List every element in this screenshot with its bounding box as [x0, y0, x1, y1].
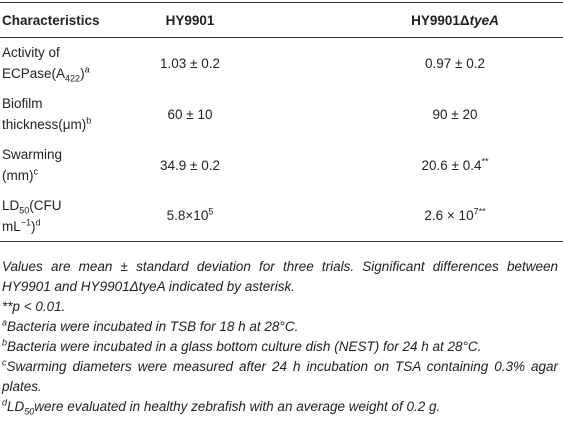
- text: Swarming: [2, 147, 63, 162]
- superscript: −1: [20, 217, 32, 228]
- footnote: aBacteria were incubated in TSB for 18 h…: [2, 317, 558, 337]
- superscript: a: [84, 64, 90, 75]
- subscript: 50: [24, 406, 35, 417]
- subscript: 50: [19, 205, 30, 216]
- cell-line: 1.03 ± 0.2: [117, 53, 263, 74]
- table-body: Activity of ECPase(A422)a 1.03 ± 0.2 0.97 ±…: [0, 38, 563, 242]
- cell-line: 90 ± 20: [349, 104, 561, 125]
- footnotes: Values are mean ± standard deviation for…: [2, 257, 558, 417]
- table-cell: Characteristics: [0, 3, 115, 38]
- superscript: 5: [208, 206, 214, 217]
- text: (CFU: [29, 197, 62, 213]
- table-cell: LD50(CFU mL−1)d: [0, 191, 115, 242]
- italic-text: tyeA: [469, 12, 499, 28]
- table-cell: 2.6 × 107**: [265, 191, 563, 242]
- table-cell: Swarming (mm)c: [0, 140, 115, 191]
- text: were evaluated in healthy zebrafish with…: [34, 399, 441, 414]
- subscript: 422: [65, 73, 81, 84]
- text: (mm): [2, 168, 34, 183]
- cell-line: ECPase(A422)a: [2, 63, 113, 84]
- text: LD: [2, 197, 20, 213]
- text: mL: [2, 218, 21, 234]
- text: **p < 0.01.: [2, 299, 66, 314]
- header-row: Characteristics HY9901 HY9901ΔtyeA: [0, 2, 563, 38]
- text: Values are mean ± standard deviation for…: [2, 259, 558, 294]
- cell-line: Biofilm: [2, 93, 113, 114]
- cell-line: Activity of: [2, 42, 113, 63]
- text: 5.8×10: [166, 208, 209, 224]
- table-cell: 34.9 ± 0.2: [115, 140, 265, 191]
- text: Bacteria were incubated in TSB for 18 h …: [7, 319, 299, 334]
- footnote: **p < 0.01.: [2, 297, 558, 317]
- footnote: Values are mean ± standard deviation for…: [2, 257, 558, 297]
- cell-line: LD50(CFU: [2, 195, 113, 216]
- text: 1.03 ± 0.2: [160, 55, 220, 71]
- text: ECPase(A: [2, 66, 66, 82]
- text: 0.97 ± 0.2: [425, 55, 485, 71]
- text: Swarming diameters were measured after 2…: [2, 359, 558, 394]
- superscript: 7**: [473, 206, 486, 217]
- footnote: dLD50were evaluated in healthy zebrafish…: [2, 397, 558, 417]
- table-cell: 1.03 ± 0.2: [115, 38, 265, 89]
- superscript: d: [2, 397, 8, 408]
- table-cell: 5.8×105: [115, 191, 265, 242]
- footnote: bBacteria were incubated in a glass bott…: [2, 337, 558, 357]
- table-row: LD50(CFU mL−1)d 5.8×105 2.6 × 107**: [0, 191, 563, 242]
- cell-line: Swarming: [2, 144, 113, 165]
- superscript: b: [86, 115, 92, 126]
- text: ): [31, 218, 36, 234]
- text: 2.6 × 10: [424, 208, 474, 224]
- cell-line: 2.6 × 107**: [349, 205, 561, 226]
- text: Biofilm: [2, 96, 43, 111]
- table-cell: Biofilm thickness(μm)b: [0, 89, 115, 140]
- text: LD: [7, 399, 25, 414]
- table-row: Swarming (mm)c 34.9 ± 0.2 20.6 ± 0.4**: [0, 140, 563, 191]
- data-table: Characteristics HY9901 HY9901ΔtyeA Activit…: [0, 2, 563, 242]
- table-cell: Activity of ECPase(A422)a: [0, 38, 115, 89]
- cell-line: HY9901ΔtyeA: [349, 10, 561, 31]
- text: thickness(μm): [2, 117, 87, 132]
- table-cell: HY9901ΔtyeA: [265, 3, 563, 38]
- text: 90 ± 20: [432, 106, 478, 122]
- cell-line: 20.6 ± 0.4**: [349, 155, 561, 176]
- cell-line: mL−1)d: [2, 216, 113, 237]
- text: ): [80, 66, 85, 82]
- text: Bacteria were incubated in a glass botto…: [7, 339, 482, 354]
- superscript: **: [481, 156, 489, 166]
- cell-line: Characteristics: [2, 10, 113, 31]
- text: HY9901: [165, 12, 215, 28]
- text: 60 ± 10: [167, 106, 213, 122]
- table-cell: 0.97 ± 0.2: [265, 38, 563, 89]
- cell-line: thickness(μm)b: [2, 114, 113, 135]
- table-cell: 90 ± 20: [265, 89, 563, 140]
- cell-line: 0.97 ± 0.2: [349, 53, 561, 74]
- superscript: c: [2, 357, 7, 368]
- superscript: b: [2, 337, 8, 348]
- cell-line: 60 ± 10: [117, 104, 263, 125]
- table-cell: 20.6 ± 0.4**: [265, 140, 563, 191]
- cell-line: HY9901: [117, 10, 263, 31]
- text: 20.6 ± 0.4: [421, 157, 482, 173]
- text: HY9901Δ: [411, 12, 470, 28]
- table-cell: 60 ± 10: [115, 89, 265, 140]
- text: Activity of: [2, 45, 60, 61]
- table-row: Biofilm thickness(μm)b 60 ± 10 90 ± 20: [0, 89, 563, 140]
- cell-line: (mm)c: [2, 165, 113, 186]
- table-row: Activity of ECPase(A422)a 1.03 ± 0.2 0.97 ±…: [0, 38, 563, 89]
- text: 34.9 ± 0.2: [160, 157, 220, 173]
- superscript: c: [33, 166, 38, 177]
- bold-italic: tyeA: [470, 13, 499, 28]
- footnote: cSwarming diameters were measured after …: [2, 357, 558, 397]
- superscript: d: [35, 217, 41, 228]
- cell-line: 5.8×105: [117, 205, 263, 226]
- table-cell: HY9901: [115, 3, 265, 38]
- text: Characteristics: [2, 12, 100, 28]
- superscript: a: [2, 317, 8, 328]
- cell-line: 34.9 ± 0.2: [117, 155, 263, 176]
